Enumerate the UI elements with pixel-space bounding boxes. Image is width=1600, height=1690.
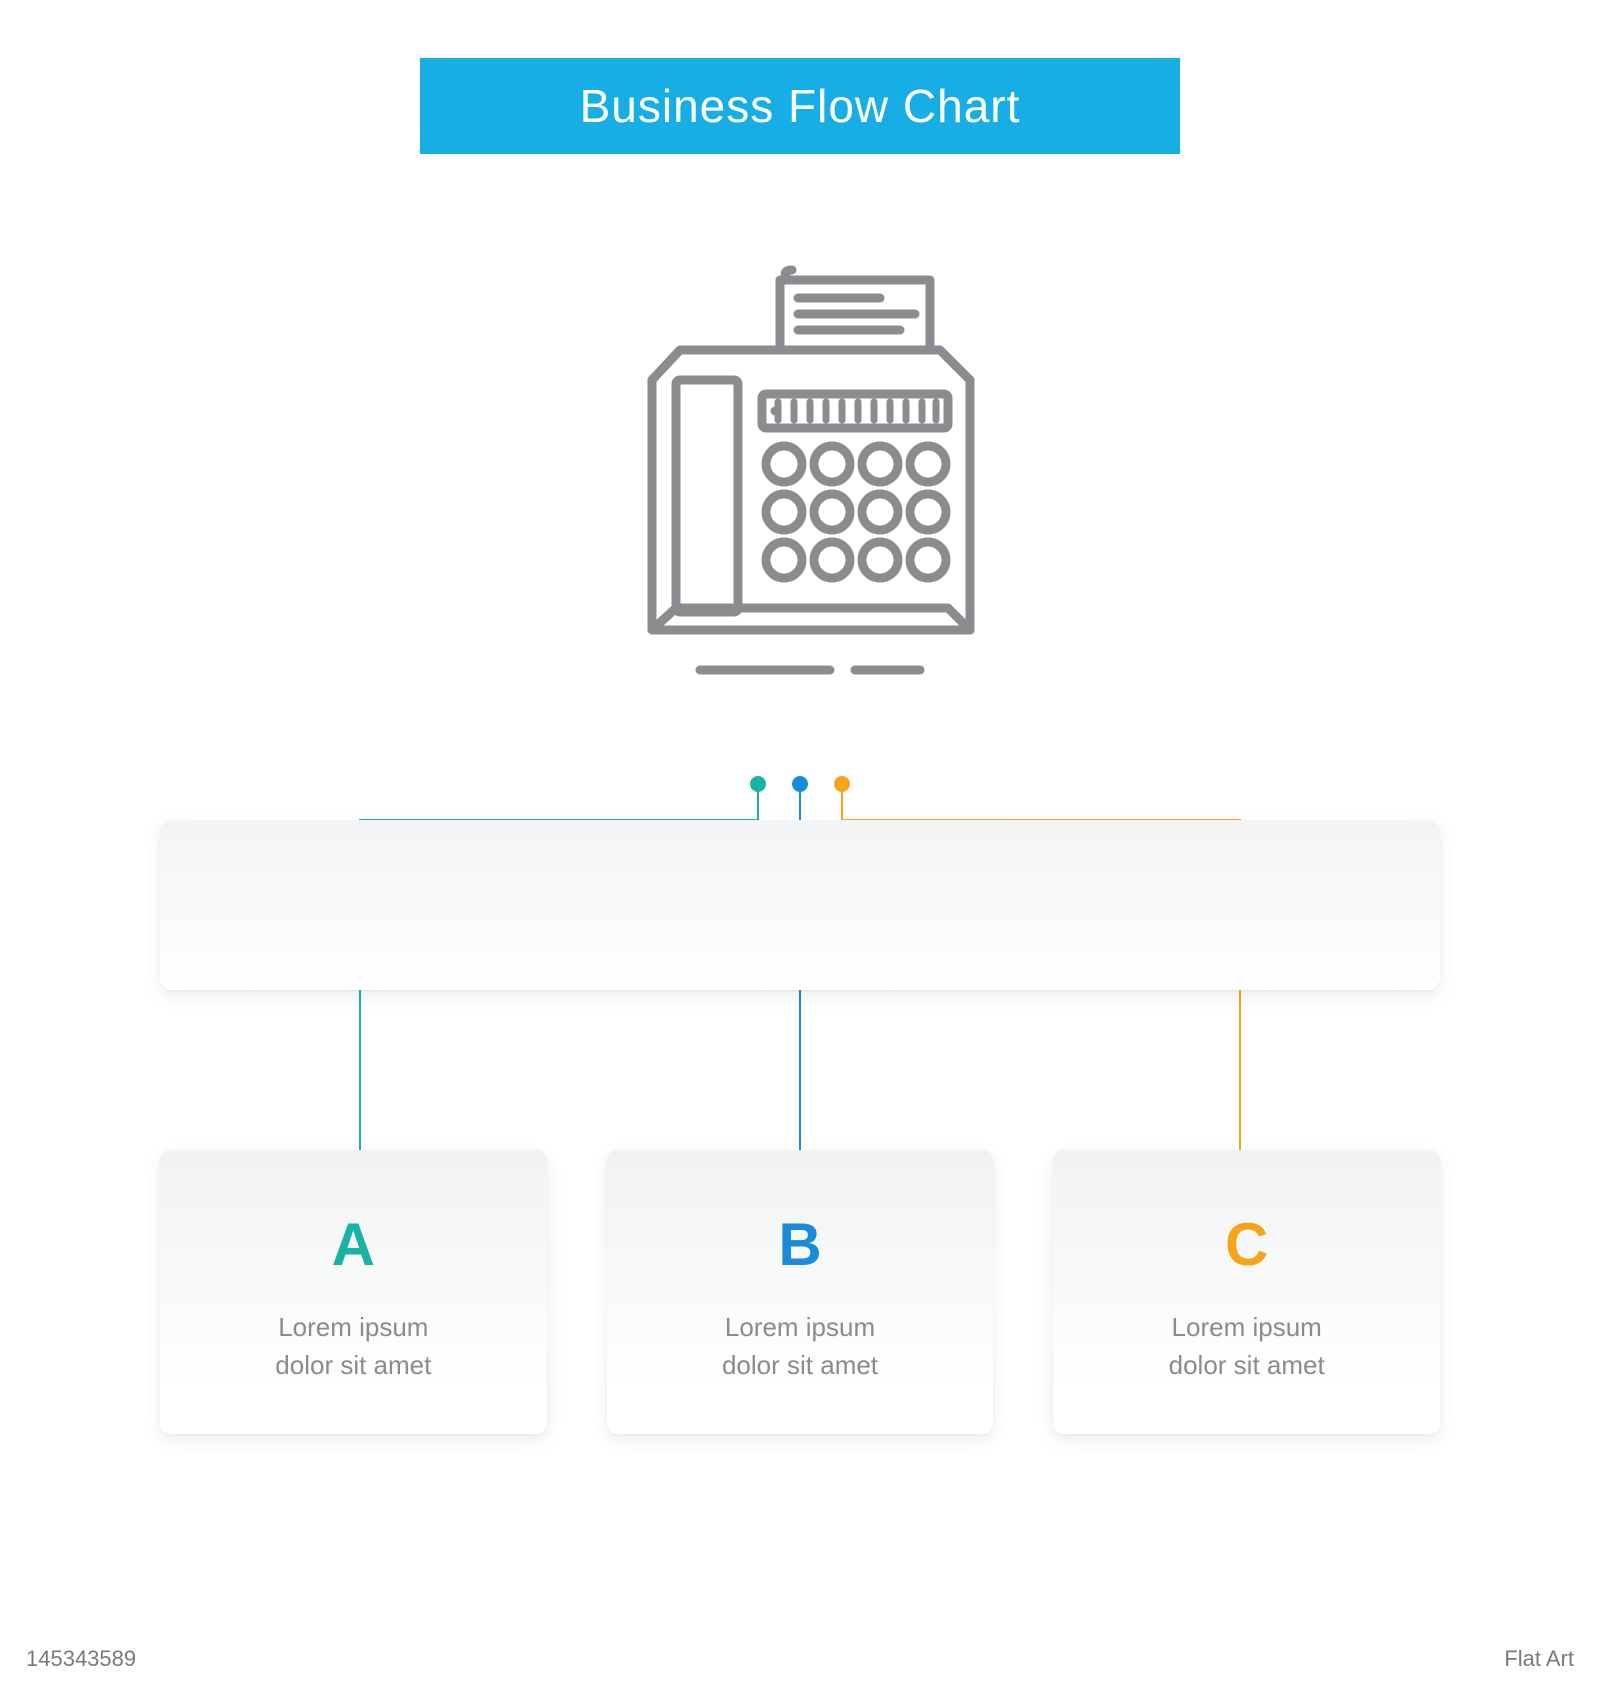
step-card-b: B Lorem ipsumdolor sit amet xyxy=(607,1150,994,1434)
step-letter-b: B xyxy=(637,1210,964,1279)
footer-id: 145343589 xyxy=(26,1646,136,1672)
flow-bar xyxy=(160,820,1440,990)
footer-credit: Flat Art xyxy=(1504,1646,1574,1672)
steps-row: A Lorem ipsumdolor sit amet B Lorem ipsu… xyxy=(160,1150,1440,1434)
step-body-a: Lorem ipsumdolor sit amet xyxy=(190,1309,517,1384)
step-letter-c: C xyxy=(1083,1210,1410,1279)
step-letter-a: A xyxy=(190,1210,517,1279)
header-title: Business Flow Chart xyxy=(580,79,1021,133)
step-body-c: Lorem ipsumdolor sit amet xyxy=(1083,1309,1410,1384)
step-card-a: A Lorem ipsumdolor sit amet xyxy=(160,1150,547,1434)
step-body-b: Lorem ipsumdolor sit amet xyxy=(637,1309,964,1384)
header-band: Business Flow Chart xyxy=(420,58,1180,154)
fax-machine-icon xyxy=(580,260,1020,700)
step-card-c: C Lorem ipsumdolor sit amet xyxy=(1053,1150,1440,1434)
